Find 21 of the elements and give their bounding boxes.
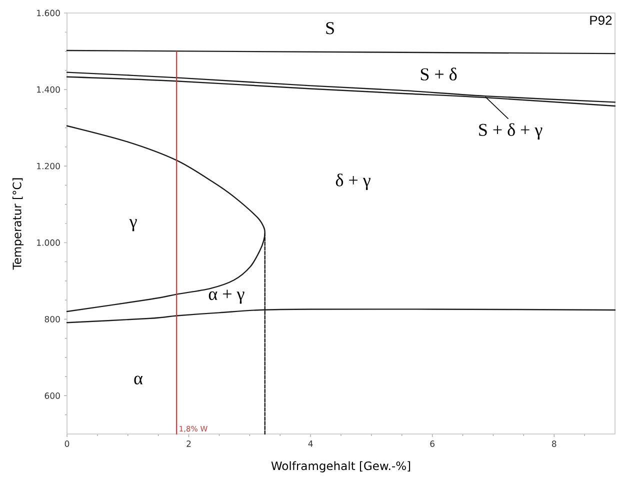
y-tick-label: 1.200 — [37, 162, 60, 170]
x-tick-label: 6 — [430, 440, 435, 447]
annotation: α + γ — [208, 290, 244, 304]
y-tick-label: 1.000 — [37, 239, 60, 246]
x-tick-label: 0 — [64, 440, 70, 447]
x-tick-label: 4 — [308, 440, 313, 447]
chart-title: P92 — [590, 16, 612, 25]
annotation: δ + γ — [336, 174, 370, 190]
y-tick-label: 800 — [44, 316, 60, 322]
x-tick-label: 8 — [552, 440, 556, 447]
y-tick-label: 1.400 — [37, 86, 60, 93]
annotation: S + δ + γ — [479, 123, 542, 140]
x-axis-title: Wolframgehalt [Gew.-%] — [271, 461, 410, 472]
y-tick-label: 1.600 — [37, 10, 60, 16]
annotation: γ — [129, 219, 137, 232]
x-tick-label: 2 — [186, 440, 191, 447]
annotation: α — [134, 376, 143, 384]
annotation: S — [326, 22, 334, 34]
y-axis-title: Temperatur [°C] — [12, 178, 24, 270]
annotation: S + δ — [420, 68, 457, 80]
y-tick-label: 600 — [44, 392, 60, 399]
